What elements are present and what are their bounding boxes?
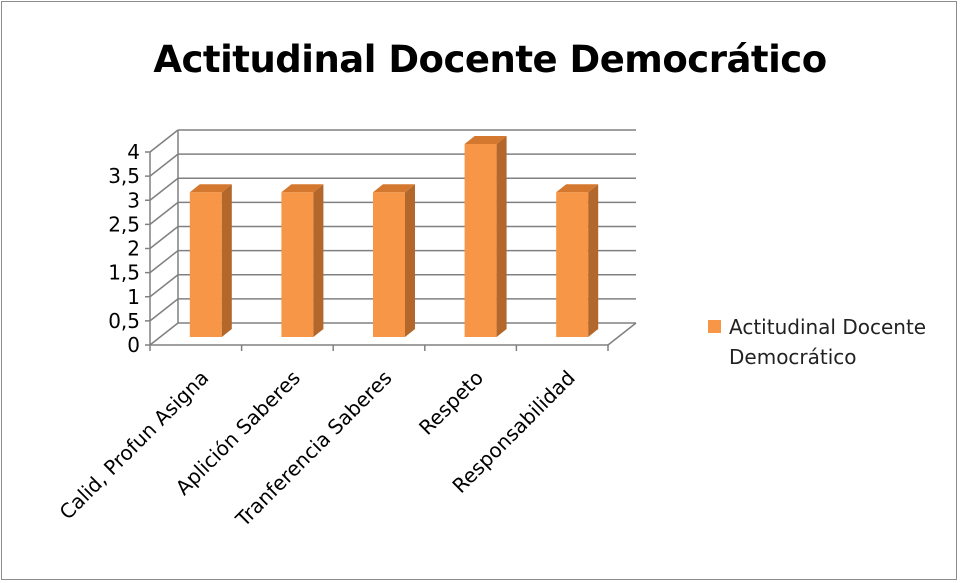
y-tick-label: 1,5 xyxy=(108,261,140,285)
gridline xyxy=(149,153,636,177)
bar xyxy=(464,136,507,337)
gridline xyxy=(149,177,636,201)
chart-title: Actitudinal Docente Democrático xyxy=(153,38,827,81)
legend-label: Actitudinal Docente Democrático xyxy=(729,315,927,369)
y-tick-label: 1 xyxy=(127,285,140,309)
y-tick-label: 0,5 xyxy=(108,309,140,333)
x-tick-label: Respeto xyxy=(414,366,488,440)
x-tick-label: Tranferencia Saberes xyxy=(230,366,396,532)
y-tick-label: 3,5 xyxy=(108,164,140,188)
bar xyxy=(556,184,599,337)
y-tick-label: 4 xyxy=(127,140,140,164)
bar xyxy=(189,184,232,337)
legend-swatch xyxy=(708,320,721,333)
y-tick-label: 2 xyxy=(127,237,140,261)
gridline xyxy=(149,129,636,153)
bar xyxy=(373,184,415,337)
y-tick-label: 3 xyxy=(127,188,140,212)
floor-edge xyxy=(607,322,637,346)
y-tick-label: 2,5 xyxy=(108,212,140,236)
y-tick-label: 0 xyxy=(127,333,140,357)
x-tick-label: Calid, Profun Asigna xyxy=(55,366,214,525)
bar xyxy=(281,184,324,337)
